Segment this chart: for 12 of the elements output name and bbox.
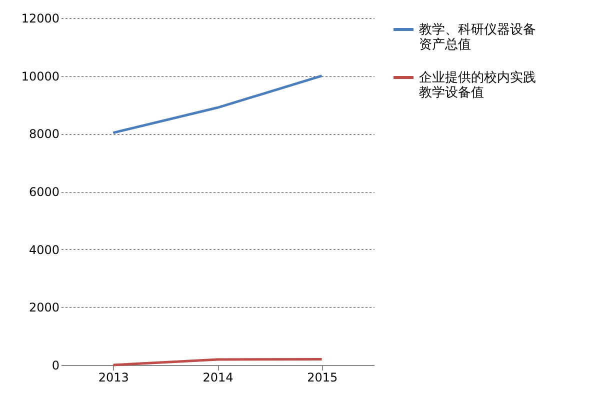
y-tick-label: 4000 bbox=[28, 242, 60, 257]
y-tick-label: 2000 bbox=[28, 300, 60, 315]
y-tick-label: 6000 bbox=[28, 185, 60, 199]
x-tick-label: 2015 bbox=[307, 370, 338, 384]
y-tick-label: 8000 bbox=[28, 127, 60, 142]
legend-label: 教学、科研仪器设备资产总值 bbox=[419, 22, 536, 52]
x-tick-label: 2014 bbox=[202, 370, 234, 384]
legend-label: 企业提供的校内实践教学设备值 bbox=[419, 70, 536, 100]
y-tick-label: 0 bbox=[52, 358, 60, 372]
y-tick-label: 12000 bbox=[21, 12, 60, 26]
x-tick-label: 2013 bbox=[98, 370, 129, 384]
y-tick-label: 10000 bbox=[21, 69, 60, 84]
